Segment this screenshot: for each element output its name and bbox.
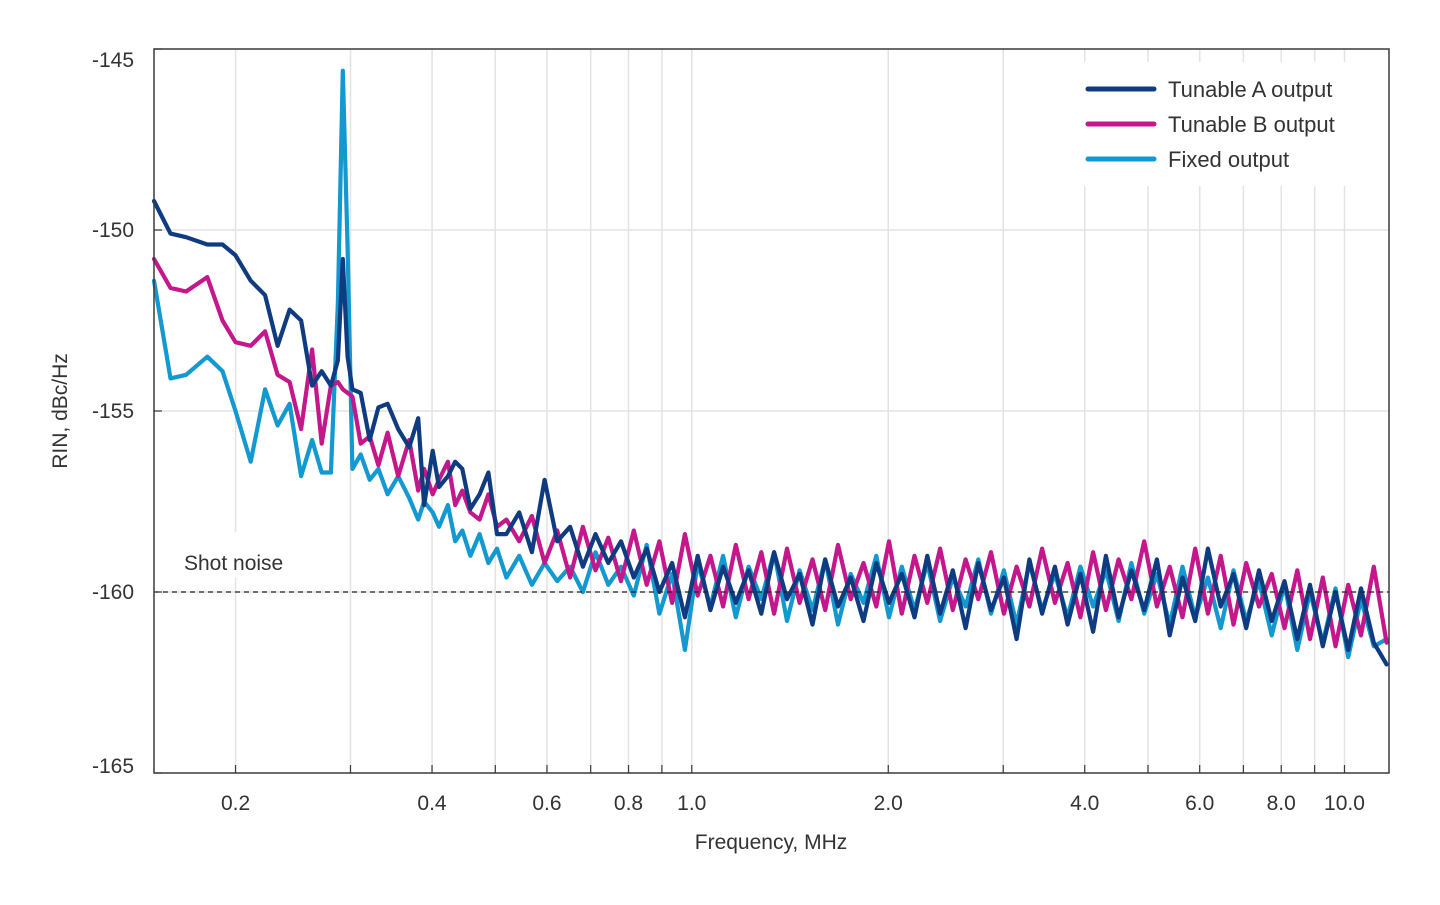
series-line-tunable-a-output: [151, 198, 1389, 667]
x-tick-label: 2.0: [874, 792, 903, 815]
legend: Tunable A output Tunable B output Fixed ou…: [1072, 62, 1372, 186]
x-tick-label: 6.0: [1185, 792, 1214, 815]
x-tick-label: 4.0: [1070, 792, 1099, 815]
axis-ticks: -145 -150 -155 -160 -165 0.2 0.4 0.6 0.8 1.0 2.0 4.…: [92, 48, 1365, 815]
y-tick-label: -165: [92, 755, 134, 778]
series-line-tunable-b-output: [151, 256, 1389, 649]
shot-noise-label-group: Shot noise: [178, 532, 302, 578]
x-tick-label: 10.0: [1324, 792, 1365, 815]
legend-label: Tunable A output: [1168, 77, 1332, 102]
x-tick-label: 1.0: [677, 792, 706, 815]
shot-noise-label: Shot noise: [184, 552, 283, 575]
y-tick-label: -145: [92, 49, 134, 72]
series-lines: [151, 68, 1389, 667]
x-tick-label: 0.4: [417, 792, 447, 815]
y-tick-label: -160: [92, 581, 134, 604]
x-tick-label: 0.8: [614, 792, 643, 815]
x-tick-label: 8.0: [1267, 792, 1296, 815]
y-axis-label: RIN, dBc/Hz: [49, 353, 72, 469]
x-tick-label: 0.2: [221, 792, 250, 815]
x-tick-label: 0.6: [532, 792, 561, 815]
legend-label: Fixed output: [1168, 147, 1289, 172]
y-tick-label: -155: [92, 400, 134, 423]
x-axis-label: Frequency, MHz: [695, 831, 848, 854]
legend-label: Tunable B output: [1168, 112, 1335, 137]
y-tick-label: -150: [92, 219, 134, 242]
